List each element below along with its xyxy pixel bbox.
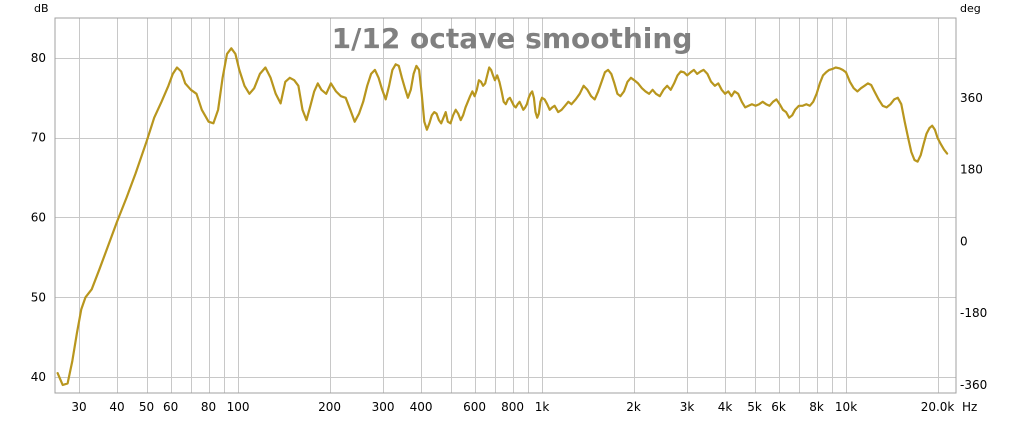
series-group xyxy=(56,47,949,387)
x-tick-label: 60 xyxy=(163,400,178,414)
x-tick-label: 4k xyxy=(718,400,733,414)
x-tick-label: 10k xyxy=(835,400,857,414)
x-tick-label: 50 xyxy=(139,400,154,414)
x-tick-label: 40 xyxy=(109,400,124,414)
x-tick-label: 3k xyxy=(680,400,695,414)
plot-frame xyxy=(54,17,957,394)
y-tick-label: 80 xyxy=(31,51,46,65)
x-tick-label: 2k xyxy=(626,400,641,414)
x-tick-label: 30 xyxy=(71,400,86,414)
y2-tick-label: 0 xyxy=(960,234,968,248)
x-tick-label: 6k xyxy=(771,400,786,414)
right-axis-ticks: -360 -180 0 180 360 xyxy=(960,91,987,392)
x-tick-label: 100 xyxy=(227,400,250,414)
x-tick-label: 400 xyxy=(410,400,433,414)
x-tick-label: 200 xyxy=(318,400,341,414)
y2-tick-label: -180 xyxy=(960,306,987,320)
x-tick-label: 300 xyxy=(372,400,395,414)
x-tick-label: 80 xyxy=(201,400,216,414)
x-tick-label: 8k xyxy=(809,400,824,414)
x-tick-label: 20.0k xyxy=(921,400,955,414)
grid xyxy=(55,18,956,393)
chart-title: 1/12 octave smoothing xyxy=(332,22,693,55)
y-tick-label: 70 xyxy=(31,131,46,145)
y-tick-label: 60 xyxy=(31,210,46,224)
y2-tick-label: 360 xyxy=(960,91,983,105)
y-tick-label: 40 xyxy=(31,370,46,384)
spl-curve xyxy=(56,47,949,387)
y2-tick-label: 180 xyxy=(960,163,983,177)
x-axis-unit: Hz xyxy=(962,400,977,414)
x-tick-label: 5k xyxy=(747,400,762,414)
left-axis-unit: dB xyxy=(34,2,49,15)
y2-tick-label: -360 xyxy=(960,378,987,392)
plot-background xyxy=(55,18,956,393)
right-axis-unit: deg xyxy=(960,2,981,15)
left-axis-ticks: 40 50 60 70 80 xyxy=(31,51,46,384)
x-tick-label: 1k xyxy=(535,400,550,414)
y-tick-label: 50 xyxy=(31,290,46,304)
x-tick-label: 600 xyxy=(463,400,486,414)
x-axis-ticks: 30 40 50 60 80 100 200 300 400 600 800 1k 2k 3k 4k 5k 6k… xyxy=(71,400,954,414)
x-tick-label: 800 xyxy=(501,400,524,414)
